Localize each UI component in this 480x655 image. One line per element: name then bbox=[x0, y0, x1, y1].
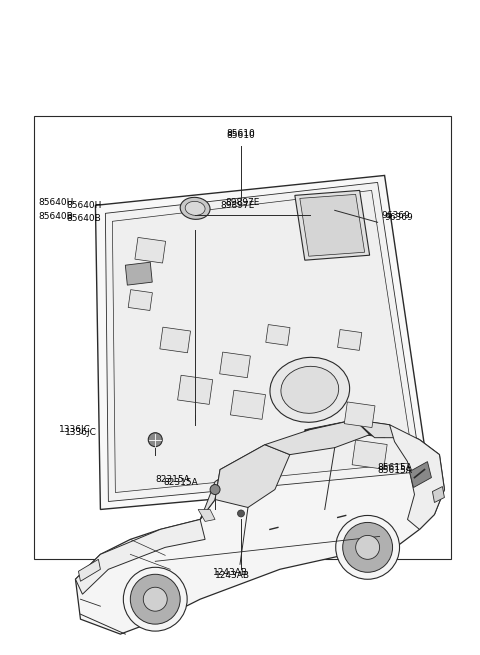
Polygon shape bbox=[75, 420, 444, 634]
Text: 85615A: 85615A bbox=[378, 466, 412, 475]
Polygon shape bbox=[218, 420, 390, 481]
Polygon shape bbox=[128, 290, 152, 310]
Polygon shape bbox=[390, 424, 444, 529]
Text: 85615A: 85615A bbox=[378, 463, 412, 472]
Text: 96369: 96369 bbox=[382, 211, 410, 220]
Ellipse shape bbox=[270, 358, 349, 422]
Ellipse shape bbox=[185, 201, 205, 215]
Polygon shape bbox=[135, 237, 166, 263]
Text: 1336JC: 1336JC bbox=[64, 428, 96, 437]
Polygon shape bbox=[409, 462, 432, 487]
Circle shape bbox=[356, 535, 380, 559]
Polygon shape bbox=[352, 440, 387, 469]
Polygon shape bbox=[305, 420, 390, 443]
Text: 82315A: 82315A bbox=[163, 478, 198, 487]
Ellipse shape bbox=[180, 197, 210, 219]
Polygon shape bbox=[215, 445, 290, 508]
Ellipse shape bbox=[148, 433, 162, 447]
Text: 85640H: 85640H bbox=[67, 201, 102, 210]
Polygon shape bbox=[295, 191, 370, 260]
Polygon shape bbox=[230, 390, 265, 419]
Text: 89897E: 89897E bbox=[225, 198, 259, 207]
Text: 85640B: 85640B bbox=[67, 214, 101, 223]
Polygon shape bbox=[200, 445, 265, 519]
Polygon shape bbox=[112, 191, 413, 493]
Polygon shape bbox=[198, 510, 215, 521]
Polygon shape bbox=[355, 420, 399, 438]
Text: 85640H: 85640H bbox=[38, 198, 74, 207]
Text: 96369: 96369 bbox=[384, 213, 413, 222]
Circle shape bbox=[144, 588, 167, 611]
Ellipse shape bbox=[210, 485, 220, 495]
Polygon shape bbox=[96, 176, 430, 510]
Polygon shape bbox=[337, 329, 362, 350]
Polygon shape bbox=[432, 487, 444, 502]
Text: 1243AB: 1243AB bbox=[213, 568, 248, 577]
Polygon shape bbox=[300, 195, 365, 256]
Text: 85610: 85610 bbox=[227, 131, 255, 140]
Polygon shape bbox=[220, 352, 251, 378]
Polygon shape bbox=[178, 375, 213, 404]
Circle shape bbox=[130, 574, 180, 624]
Circle shape bbox=[336, 515, 399, 579]
Text: 1243AB: 1243AB bbox=[215, 571, 250, 580]
Text: 82315A: 82315A bbox=[155, 475, 190, 484]
Ellipse shape bbox=[238, 510, 244, 517]
Polygon shape bbox=[344, 402, 375, 428]
Ellipse shape bbox=[281, 366, 339, 413]
Text: 85610: 85610 bbox=[227, 128, 255, 138]
Circle shape bbox=[343, 523, 393, 572]
Text: 89897E: 89897E bbox=[220, 201, 254, 210]
Circle shape bbox=[123, 567, 187, 631]
Bar bbox=[34, 116, 451, 559]
Polygon shape bbox=[160, 327, 191, 353]
Polygon shape bbox=[106, 183, 421, 502]
Polygon shape bbox=[78, 559, 100, 581]
Polygon shape bbox=[75, 519, 205, 594]
Polygon shape bbox=[265, 420, 370, 455]
Polygon shape bbox=[266, 325, 290, 345]
Polygon shape bbox=[125, 262, 152, 285]
Text: 85640B: 85640B bbox=[38, 212, 73, 221]
Text: 1336JC: 1336JC bbox=[59, 425, 90, 434]
